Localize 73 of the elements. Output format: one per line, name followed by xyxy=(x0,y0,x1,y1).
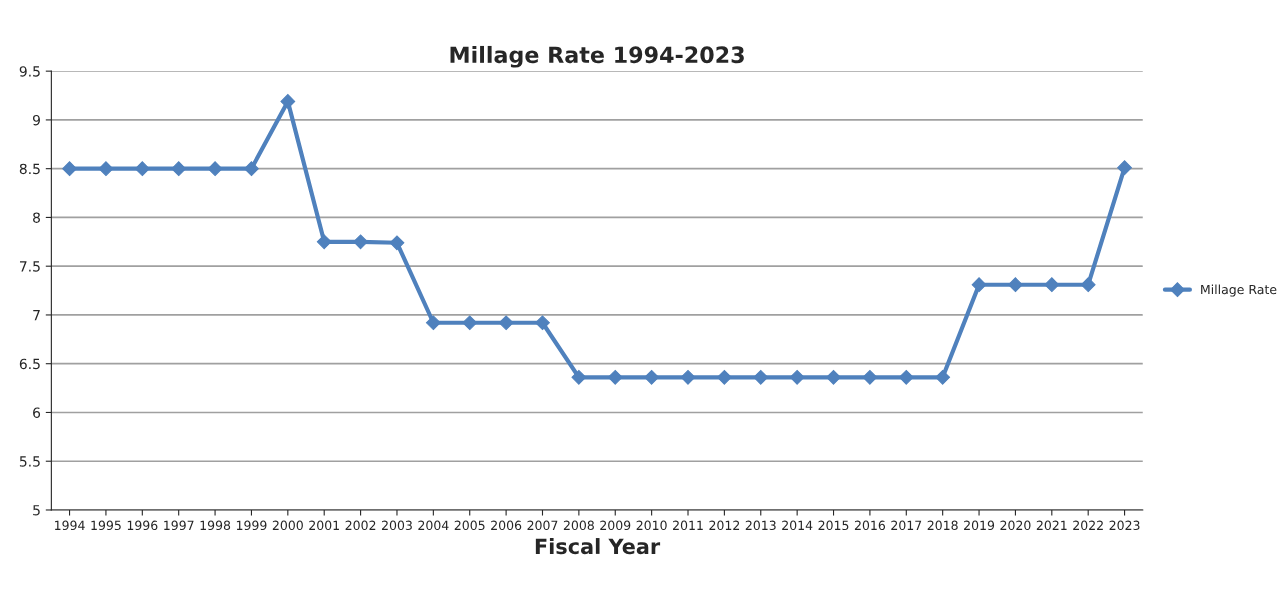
point xyxy=(498,315,514,331)
x-tick-label: 2015 xyxy=(818,520,849,531)
point xyxy=(862,369,878,385)
point xyxy=(98,161,114,177)
point xyxy=(535,315,550,331)
point xyxy=(316,234,332,250)
point xyxy=(789,369,805,385)
x-tick-label: 2011 xyxy=(673,520,703,531)
x-tick-label: 1999 xyxy=(236,520,267,531)
point xyxy=(971,277,987,293)
point xyxy=(935,369,951,385)
point xyxy=(607,369,623,385)
point xyxy=(62,161,77,177)
x-tick-label: 1998 xyxy=(200,520,231,531)
x-tick-label: 2000 xyxy=(272,520,303,531)
y-tick-label: 9 xyxy=(32,114,40,126)
x-tick-label: 2020 xyxy=(1000,520,1031,531)
x-tick-label: 2016 xyxy=(854,520,886,531)
point xyxy=(644,369,660,385)
y-tick-label: 7.5 xyxy=(19,261,40,272)
x-tick-label: 2014 xyxy=(782,520,813,531)
point xyxy=(171,161,187,177)
point xyxy=(1117,160,1132,176)
x-tick-label: 2022 xyxy=(1073,520,1103,531)
x-tick-label: 2012 xyxy=(709,520,740,531)
x-tick-label: 1996 xyxy=(127,520,158,531)
x-tick-label: 2019 xyxy=(964,520,995,531)
y-tick-label: 5 xyxy=(33,505,40,516)
y-tick-label: 6 xyxy=(33,407,41,418)
x-axis-title: Fiscal Year xyxy=(535,538,661,555)
point xyxy=(680,369,696,385)
point xyxy=(826,369,841,385)
point xyxy=(353,234,368,250)
x-tick-label: 1995 xyxy=(91,520,121,531)
y-tick-label: 6.5 xyxy=(19,358,40,370)
legend-label: Millage Rate xyxy=(1201,284,1277,297)
point xyxy=(134,161,150,177)
x-tick-label: 2023 xyxy=(1109,520,1140,531)
x-tick-label: 2009 xyxy=(600,520,631,531)
x-tick-label: 2010 xyxy=(636,520,667,531)
chart-title: Millage Rate 1994-2023 xyxy=(450,45,744,68)
y-tick-label: 7 xyxy=(33,310,40,321)
y-tick-label: 8 xyxy=(33,212,40,223)
x-tick-label: 1997 xyxy=(164,520,194,531)
point xyxy=(1080,277,1096,293)
point xyxy=(753,369,769,385)
x-tick-label: 2003 xyxy=(381,520,412,531)
x-tick-label: 2018 xyxy=(927,520,958,531)
point xyxy=(898,369,914,385)
point xyxy=(389,235,405,251)
point xyxy=(425,315,441,331)
y-tick-label: 5.5 xyxy=(19,456,40,467)
x-tick-label: 2017 xyxy=(891,520,922,531)
x-tick-label: 2004 xyxy=(418,520,449,531)
point xyxy=(1008,277,1023,293)
x-tick-label: 2002 xyxy=(345,520,376,531)
x-tick-label: 2005 xyxy=(454,520,485,531)
point xyxy=(207,161,223,177)
point xyxy=(571,369,587,385)
point xyxy=(244,161,259,177)
point xyxy=(280,94,296,109)
x-tick-label: 2007 xyxy=(527,520,558,531)
point xyxy=(462,315,478,331)
y-tick-label: 8.5 xyxy=(19,163,40,175)
point xyxy=(717,369,732,385)
x-tick-label: 2006 xyxy=(491,520,522,531)
y-tick-label: 9.5 xyxy=(19,66,40,77)
point xyxy=(1044,277,1060,293)
x-tick-label: 1994 xyxy=(55,520,85,531)
x-tick-label: 2001 xyxy=(309,520,339,531)
x-tick-label: 2021 xyxy=(1036,520,1067,531)
x-tick-label: 2008 xyxy=(563,520,594,531)
x-tick-label: 2013 xyxy=(745,520,776,531)
